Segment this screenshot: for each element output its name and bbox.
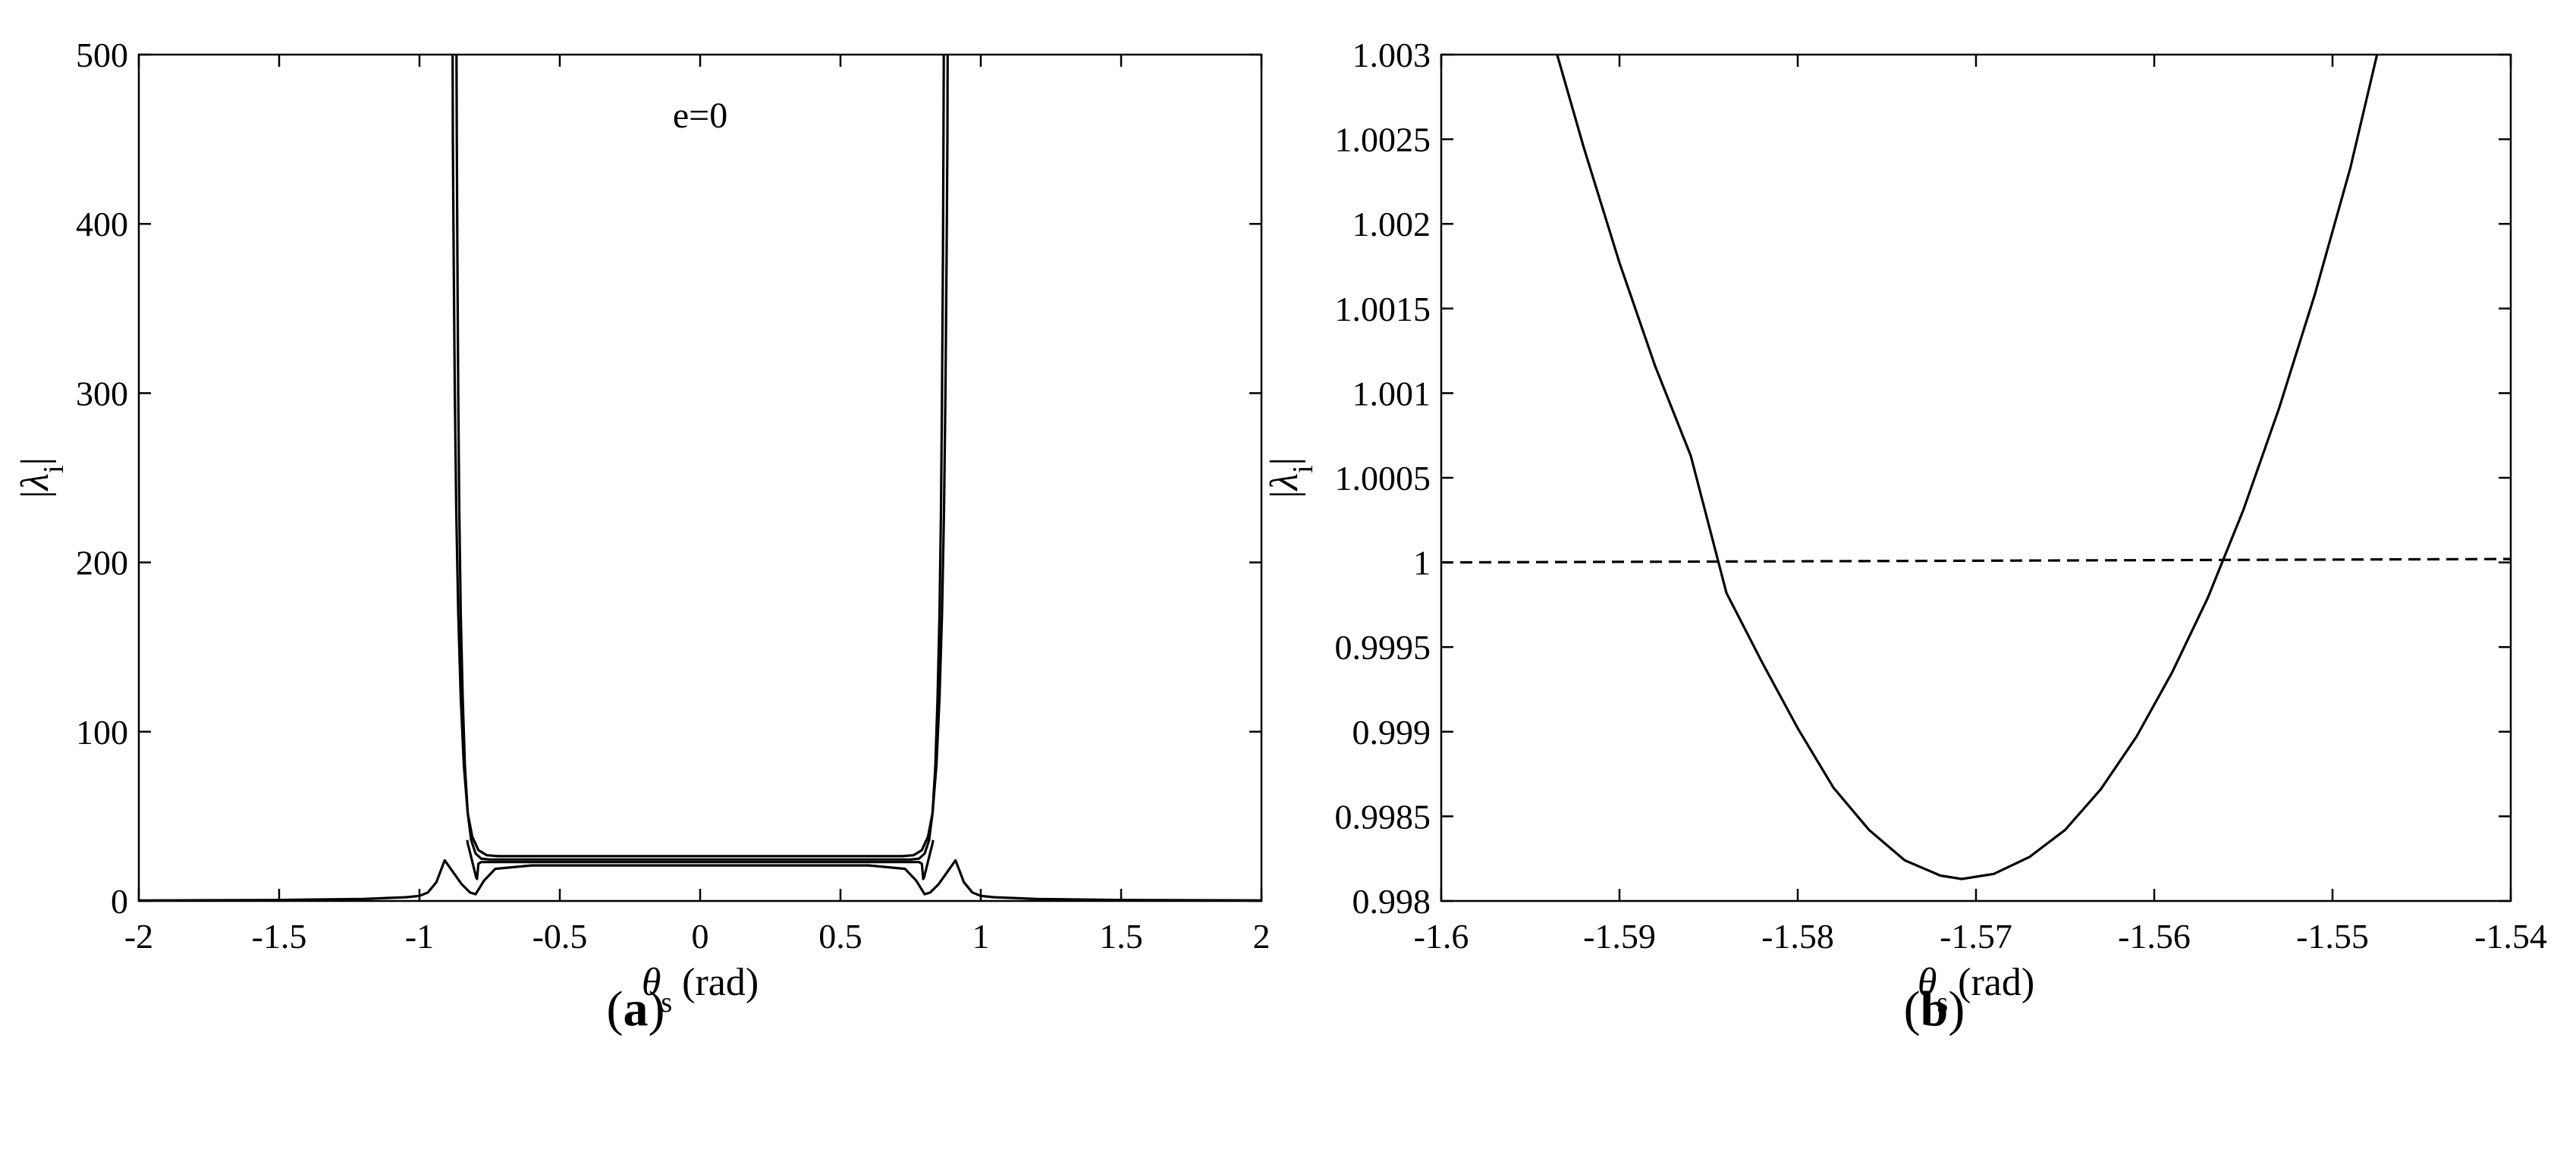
annotation-label: e=0 <box>673 96 727 136</box>
x-tick-label: -1.58 <box>1761 917 1834 956</box>
y-tick-label: 0 <box>111 882 128 921</box>
axes-box <box>1440 53 2512 902</box>
x-axis-label: θs (rad) <box>1918 961 2034 1019</box>
panel-caption: (b) <box>1904 981 1965 1037</box>
y-tick-label: 0.9985 <box>1335 797 1431 836</box>
series-line-4 <box>466 840 935 880</box>
series-line-2 <box>455 55 945 861</box>
y-tick-label: 500 <box>76 36 128 74</box>
y-tick-label: 0.9995 <box>1335 628 1431 667</box>
x-tick-label: -1.5 <box>252 917 307 956</box>
y-tick-label: 1.0015 <box>1335 290 1431 328</box>
y-tick-label: 0.999 <box>1352 713 1431 752</box>
y-tick-label: 1.003 <box>1352 36 1431 74</box>
x-tick-label: -1 <box>405 917 434 956</box>
series-group <box>1441 55 2511 880</box>
x-tick-label: -1.55 <box>2296 917 2369 956</box>
panel-b: -1.6 -1.59 -1.58 -1.57 -1.56 -1.55 -1.54 0.998 0… <box>1263 36 2547 1037</box>
y-tick-label: 0.998 <box>1352 882 1431 921</box>
series-line-3 <box>451 55 949 858</box>
y-tick-label: 1.002 <box>1352 205 1431 243</box>
x-tick-label: 2 <box>1253 917 1271 956</box>
y-tick-label: 100 <box>76 713 128 752</box>
series-line-1 <box>1556 55 2379 880</box>
y-tick-label: 400 <box>76 205 128 243</box>
y-axis-label: |λi| <box>1263 457 1319 498</box>
x-tick-label: -2 <box>124 917 153 956</box>
series-line-1 <box>139 859 1261 901</box>
x-tick-label: -1.56 <box>2118 917 2191 956</box>
x-tick-label: 0.5 <box>818 917 862 956</box>
panel-caption: (a) <box>607 981 665 1037</box>
x-tick-label: 1 <box>972 917 990 956</box>
y-tick-label: 1 <box>1413 544 1431 582</box>
y-tick-label: 1.0025 <box>1335 121 1431 159</box>
x-tick-label: -1.57 <box>1940 917 2012 956</box>
panel-a: -2 -1.5 -1 -0.5 0 0.5 1 1.5 2 0 100 200 300 400 500 e=0… <box>14 36 1271 1037</box>
x-tick-label: -1.6 <box>1414 917 1469 956</box>
x-axis-label: θs (rad) <box>642 961 759 1019</box>
axes-box <box>137 53 1263 902</box>
x-tick-label: -0.5 <box>532 917 588 956</box>
series-line-2 <box>1441 557 2511 564</box>
y-tick-label: 1.001 <box>1352 374 1431 413</box>
x-tick-label: 0 <box>692 917 709 956</box>
x-tick-label: 1.5 <box>1099 917 1143 956</box>
y-tick-label: 1.0005 <box>1335 459 1431 498</box>
y-tick-label: 300 <box>76 374 128 413</box>
y-tick-label: 200 <box>76 544 128 582</box>
y-axis-label: |λi| <box>14 457 70 498</box>
series-group <box>139 55 1261 901</box>
x-tick-label: -1.54 <box>2474 917 2547 956</box>
x-tick-label: -1.59 <box>1583 917 1656 956</box>
